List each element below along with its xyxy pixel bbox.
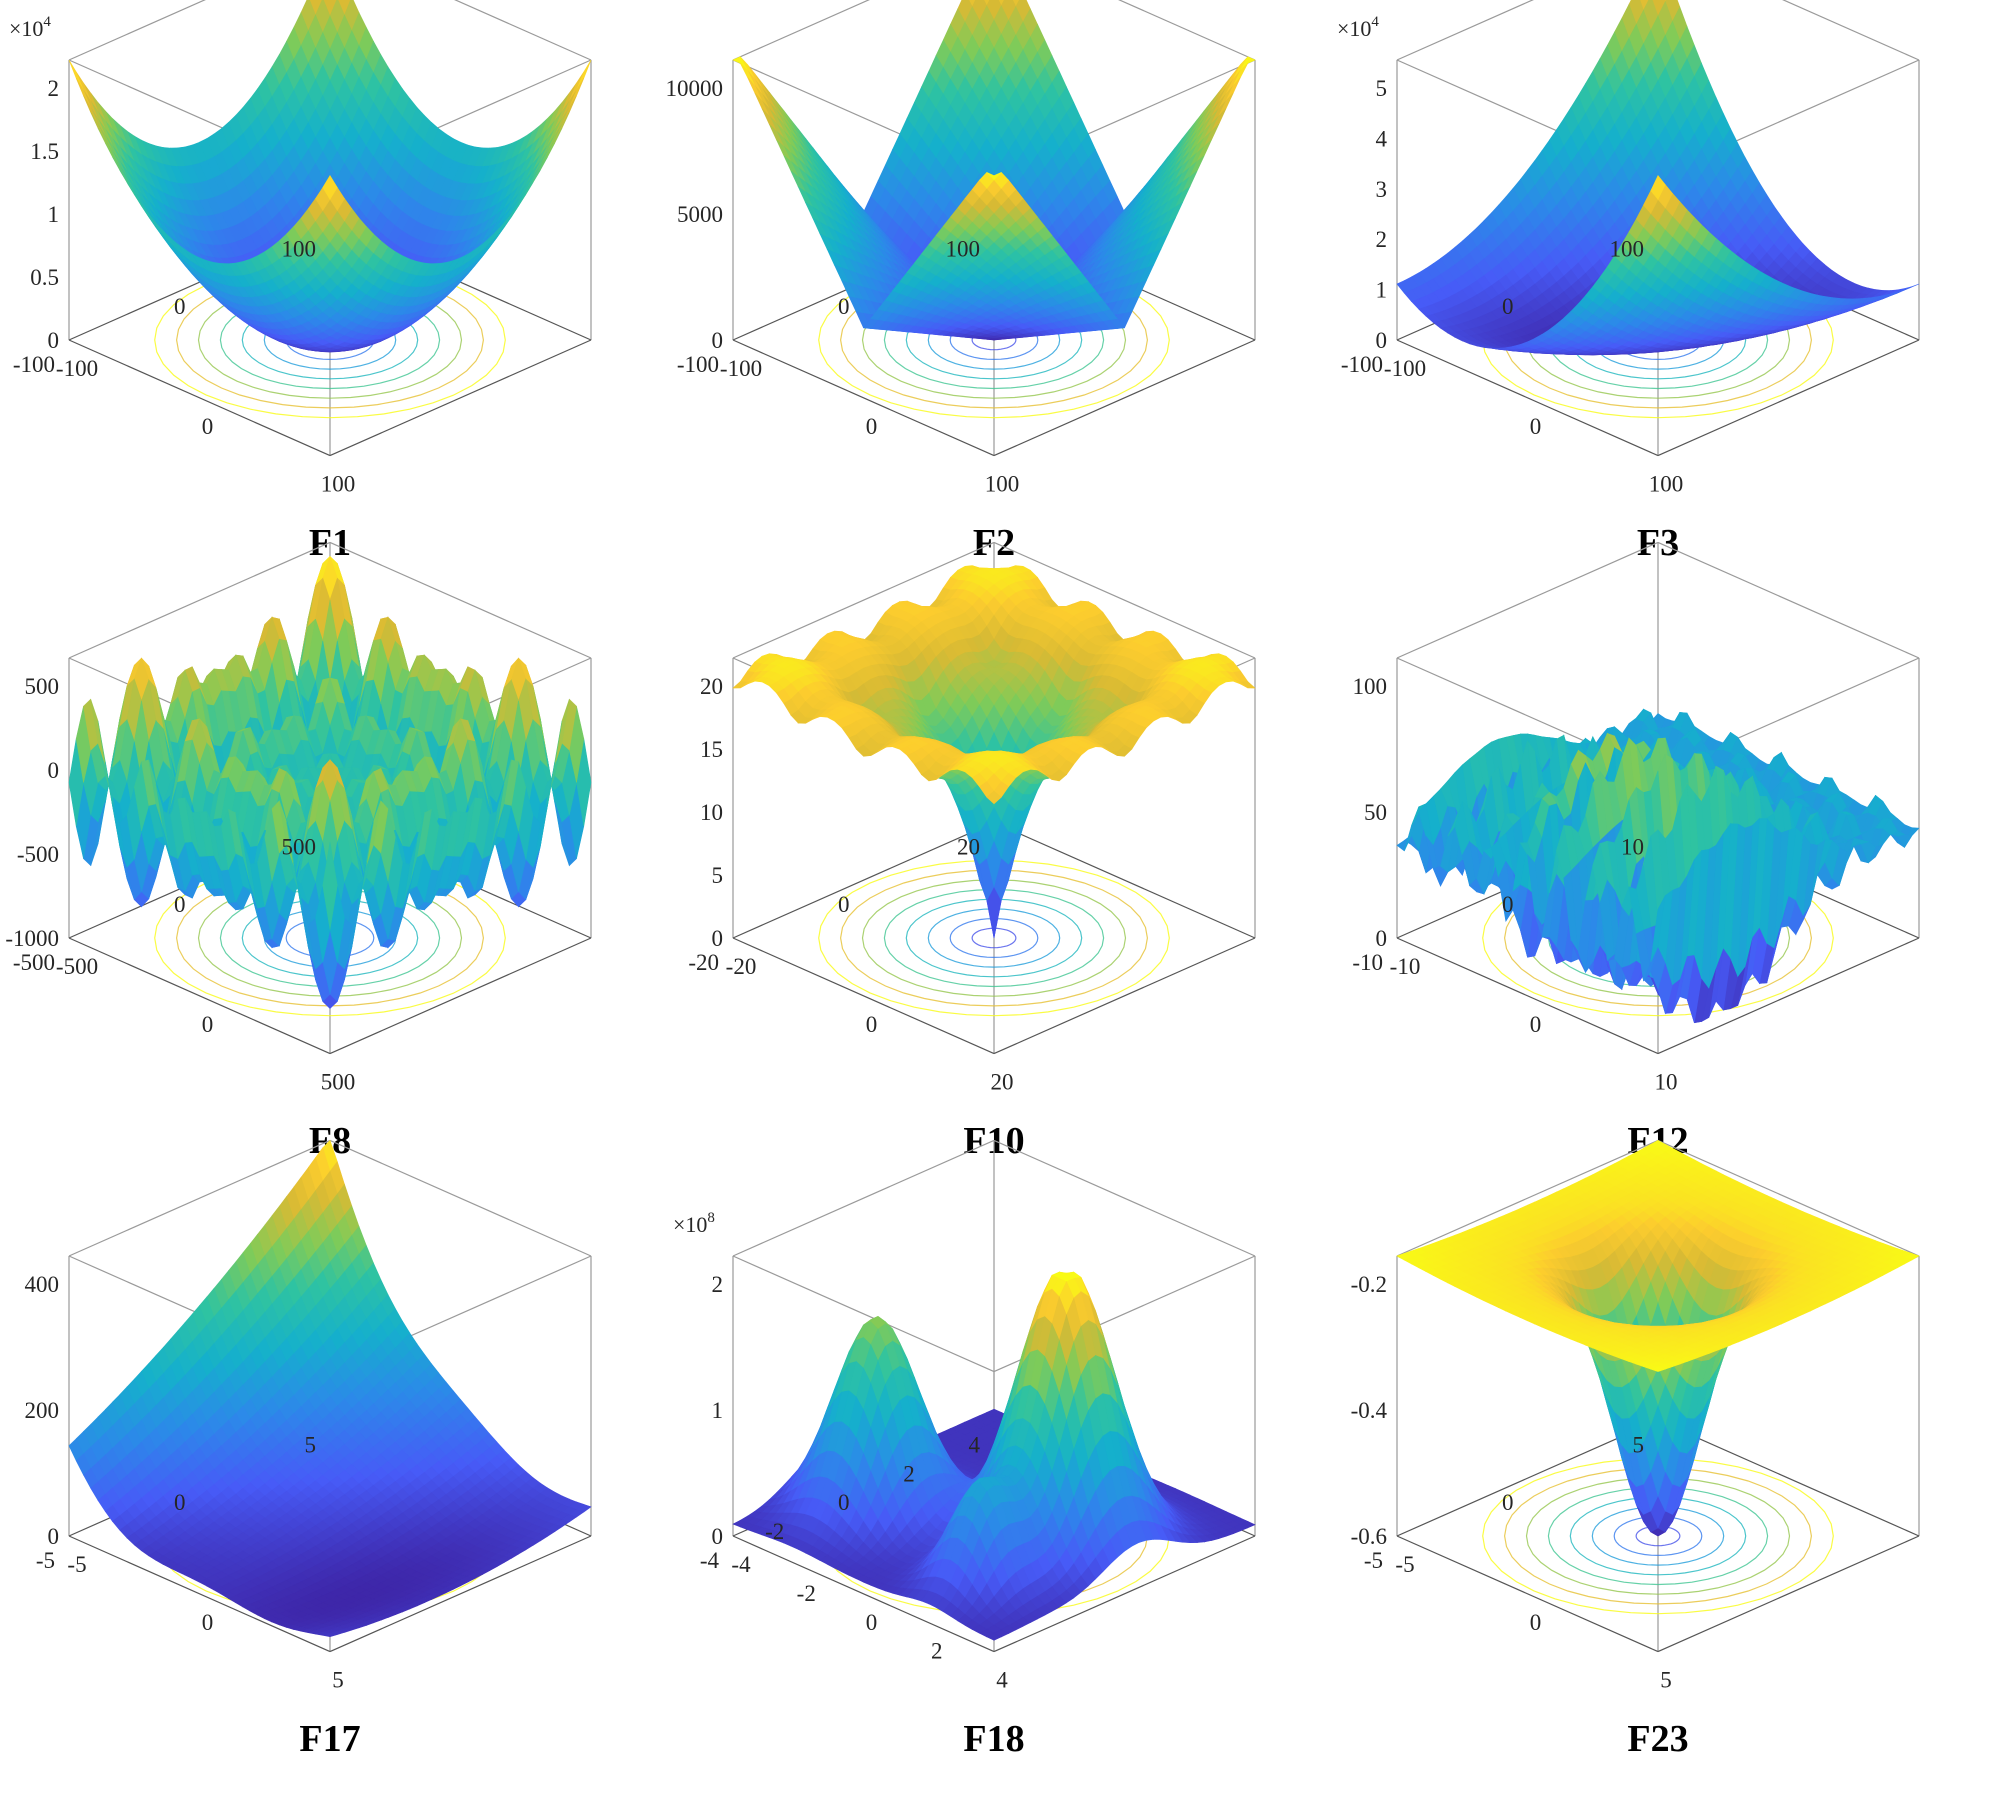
z-tick-label: 1.5 xyxy=(30,139,59,164)
axis-box-edge xyxy=(329,937,592,1055)
y-tick-label: -100 xyxy=(1341,352,1383,377)
surface-mesh xyxy=(68,0,592,353)
z-tick-label: 0 xyxy=(48,328,60,353)
x-tick-label: 0 xyxy=(202,414,214,439)
axis-box-edge xyxy=(329,339,592,457)
surface-patch xyxy=(576,59,592,91)
axis-box-edge xyxy=(1657,339,1920,457)
z-tick-label: 5 xyxy=(1376,76,1388,101)
axis-box-edge xyxy=(68,0,206,61)
x-tick-label: 0 xyxy=(1530,414,1542,439)
x-tick-label: -100 xyxy=(720,356,762,381)
surface-patch xyxy=(75,71,92,102)
z-tick-label: 0.5 xyxy=(30,265,59,290)
surface-patch xyxy=(569,71,585,102)
axis-box-edge xyxy=(1396,339,1659,457)
z-tick-label: 2 xyxy=(1376,227,1388,252)
axis-box-edge xyxy=(732,339,995,457)
axis-multiplier: ×104 xyxy=(1337,14,1379,41)
z-tick-label: 0 xyxy=(712,328,724,353)
axis-box-edge xyxy=(68,541,331,659)
axis-box-edge xyxy=(454,0,592,61)
y-tick-label: -100 xyxy=(13,352,55,377)
axis-box-edge xyxy=(68,339,331,457)
z-tick-label: 3 xyxy=(1376,177,1388,202)
axis-box-edge xyxy=(68,937,331,1055)
x-tick-label: 100 xyxy=(321,472,356,497)
surface-mesh xyxy=(732,0,1256,341)
z-tick-label: 5000 xyxy=(677,202,723,227)
axis-box-edge xyxy=(993,339,1256,457)
multiplier-base: ×10 xyxy=(9,16,43,41)
multiplier-base: ×10 xyxy=(1337,16,1371,41)
multiplier-exponent: 4 xyxy=(1371,14,1379,30)
z-tick-label: 4 xyxy=(1376,126,1388,151)
x-tick-label: 0 xyxy=(866,414,878,439)
z-tick-label: 0 xyxy=(1376,328,1388,353)
axis-box-edge xyxy=(329,541,592,659)
x-tick-label: 100 xyxy=(1649,472,1684,497)
y-tick-label: 100 xyxy=(1610,236,1645,261)
x-tick-label: -100 xyxy=(56,356,98,381)
x-tick-label: 100 xyxy=(985,472,1020,497)
y-tick-label: -100 xyxy=(677,352,719,377)
surface-patch xyxy=(68,59,84,91)
multiplier-exponent: 4 xyxy=(43,14,51,30)
axis-box-edge xyxy=(1782,0,1920,61)
surface-mesh xyxy=(68,555,592,1010)
y-tick-label: 100 xyxy=(282,236,317,261)
z-tick-label: 1 xyxy=(48,202,60,227)
y-tick-label: 0 xyxy=(1502,294,1514,319)
z-tick-label: 10000 xyxy=(666,76,724,101)
z-tick-label: 1 xyxy=(1376,278,1388,303)
y-tick-label: 0 xyxy=(838,294,850,319)
axis-multiplier: ×104 xyxy=(9,14,51,41)
y-tick-label: 0 xyxy=(174,294,186,319)
x-tick-label: -100 xyxy=(1384,356,1426,381)
surface-mesh xyxy=(1396,0,1920,356)
y-tick-label: 100 xyxy=(946,236,981,261)
z-tick-label: 2 xyxy=(48,76,60,101)
